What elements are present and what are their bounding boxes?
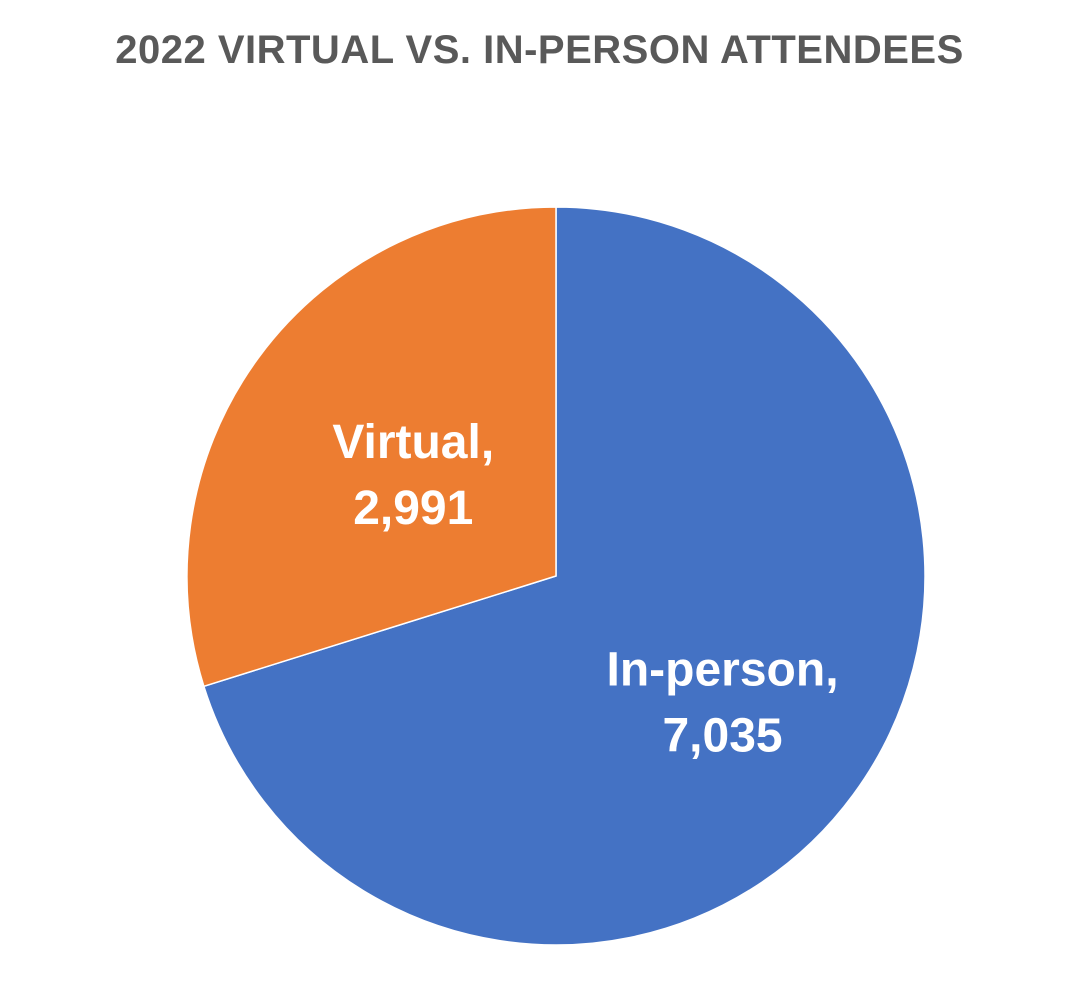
pie-slice-in-person	[202, 206, 926, 946]
pie-label-in-person: In-person, 7,035	[607, 643, 839, 762]
pie-slices	[186, 206, 926, 946]
pie-label-value: 2,991	[353, 482, 473, 535]
pie-label-name: Virtual,	[332, 416, 494, 469]
pie-slice-virtual	[186, 206, 557, 688]
pie-labels: In-person, 7,035 Virtual, 2,991	[332, 416, 838, 762]
chart-title: 2022 VIRTUAL VS. IN-PERSON ATTENDEES	[115, 28, 964, 72]
pie-label-value: 7,035	[662, 709, 782, 762]
pie-label-virtual: Virtual, 2,991	[332, 416, 494, 535]
pie-label-name: In-person,	[607, 643, 839, 696]
